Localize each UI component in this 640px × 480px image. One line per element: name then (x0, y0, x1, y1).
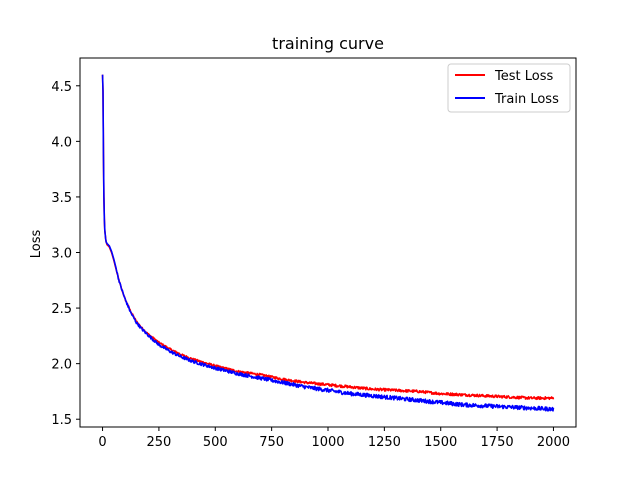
legend-label-test-loss: Test Loss (494, 69, 553, 84)
y-tick-label: 3.5 (51, 191, 72, 206)
x-tick-label: 1750 (481, 435, 514, 450)
ticks-layer: 0 250 500 750 1000 1250 1500 1750 2000 1.5 2.0 2.5 3… (51, 80, 570, 450)
x-tick-label: 0 (98, 435, 106, 450)
y-tick-label: 2.0 (51, 358, 72, 373)
x-tick-label: 2000 (537, 435, 570, 450)
series-line-train-loss (101, 74, 555, 412)
x-tick-label: 1250 (368, 435, 401, 450)
y-tick-label: 2.5 (51, 302, 72, 317)
series-layer (101, 74, 555, 412)
y-tick-label: 4.0 (51, 135, 72, 150)
y-axis-label: Loss (29, 230, 44, 259)
chart-title: training curve (272, 34, 384, 53)
x-tick-label: 250 (146, 435, 171, 450)
x-tick-label: 1000 (311, 435, 344, 450)
y-tick-label: 3.0 (51, 247, 72, 262)
legend-label-train-loss: Train Loss (494, 92, 559, 107)
y-tick-label: 1.5 (51, 413, 72, 428)
plot-frame (79, 57, 577, 428)
x-tick-label: 1500 (424, 435, 457, 450)
x-tick-label: 750 (259, 435, 284, 450)
series-line-test-loss (101, 74, 555, 401)
legend: Test Loss Train Loss (447, 63, 571, 113)
x-tick-label: 500 (203, 435, 228, 450)
y-tick-label: 4.5 (51, 80, 72, 95)
